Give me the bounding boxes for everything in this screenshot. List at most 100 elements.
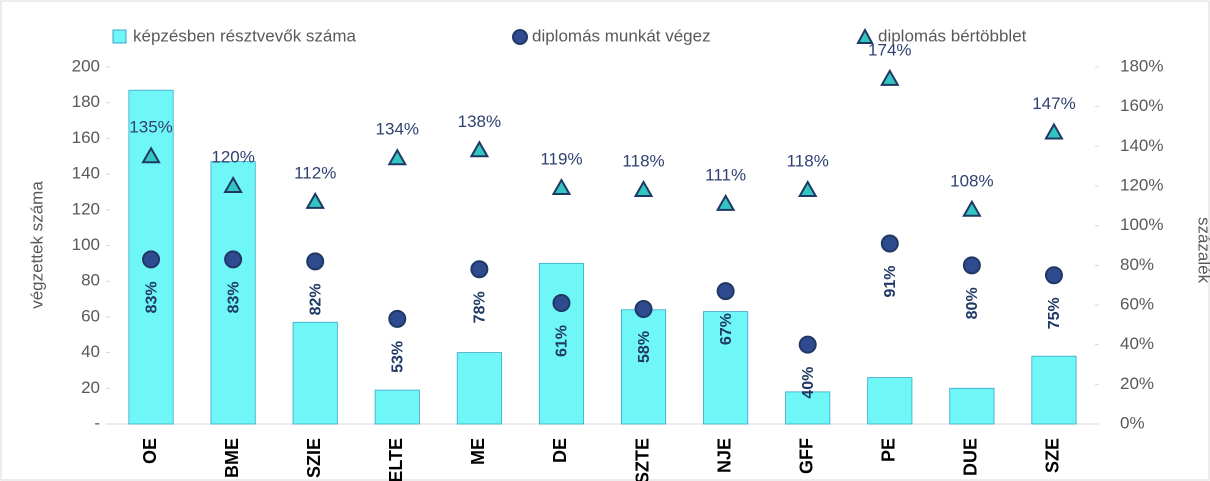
y2-tick-label: 140% bbox=[1120, 136, 1163, 155]
triangle bbox=[715, 193, 736, 211]
x-tick-label: ME bbox=[468, 438, 488, 465]
x-tick-label: SZTE bbox=[632, 438, 652, 481]
x-tick-label: BME bbox=[222, 438, 242, 478]
dot-label: 40% bbox=[800, 367, 817, 399]
dot-label: 67% bbox=[718, 313, 735, 345]
x-tick-label: DE bbox=[550, 438, 570, 463]
dot bbox=[1044, 266, 1063, 285]
dot bbox=[306, 252, 325, 271]
dot bbox=[388, 309, 407, 328]
dot-label: 61% bbox=[554, 325, 571, 357]
legend-label: képzésben résztvevők száma bbox=[133, 26, 357, 45]
x-tick-label: SZE bbox=[1043, 438, 1063, 473]
legend-swatch bbox=[512, 29, 528, 45]
dot-label: 83% bbox=[143, 281, 160, 313]
y2-tick-label: 160% bbox=[1120, 96, 1163, 115]
legend-swatch bbox=[112, 29, 127, 44]
dot-label: 83% bbox=[225, 281, 242, 313]
triangle bbox=[1044, 122, 1064, 140]
triangle-label: 111% bbox=[705, 165, 746, 184]
x-tick-label: GFF bbox=[796, 438, 816, 474]
triangle bbox=[962, 199, 982, 217]
dot bbox=[798, 335, 817, 354]
triangle-label: 118% bbox=[622, 151, 664, 170]
triangle bbox=[141, 146, 161, 164]
triangle bbox=[551, 177, 572, 195]
y-tick-label: 160 bbox=[72, 128, 100, 147]
y-tick-label: 200 bbox=[72, 56, 100, 75]
bar bbox=[703, 311, 749, 425]
y2-tick-label: 0% bbox=[1120, 413, 1145, 432]
triangle bbox=[387, 148, 408, 166]
dot-label: 91% bbox=[882, 266, 899, 298]
dot-label: 80% bbox=[964, 287, 981, 319]
triangle-label: 108% bbox=[950, 171, 993, 190]
dot bbox=[142, 250, 161, 269]
y-tick-label: 40 bbox=[81, 342, 100, 361]
x-tick-label: SZIE bbox=[304, 438, 324, 478]
x-tick-label: PE bbox=[879, 438, 899, 462]
dot bbox=[716, 282, 735, 301]
y2-tick-label: 100% bbox=[1120, 215, 1163, 234]
bar bbox=[949, 387, 995, 425]
dot bbox=[880, 234, 899, 253]
triangle bbox=[633, 179, 654, 197]
triangle-label: 138% bbox=[458, 112, 501, 131]
x-tick-label: ELTE bbox=[386, 438, 406, 481]
bar bbox=[292, 321, 338, 425]
bar bbox=[1031, 355, 1077, 425]
bar bbox=[210, 161, 256, 425]
y-tick-label: 180 bbox=[72, 92, 100, 111]
triangle bbox=[880, 68, 900, 86]
bar bbox=[620, 309, 667, 425]
y-tick-label: 20 bbox=[81, 378, 100, 397]
y-tick-label: - bbox=[94, 413, 100, 432]
y2-tick-label: 180% bbox=[1120, 56, 1163, 75]
y-tick-label: 80 bbox=[81, 271, 100, 290]
triangle-label: 120% bbox=[211, 147, 254, 166]
dot bbox=[224, 250, 243, 269]
triangle-label: 118% bbox=[787, 151, 829, 170]
dot-label: 82% bbox=[307, 283, 324, 315]
y2-axis-label: százalék bbox=[1195, 217, 1210, 284]
dot-label: 75% bbox=[1046, 297, 1063, 329]
y2-tick-label: 20% bbox=[1120, 374, 1154, 393]
triangle bbox=[797, 179, 818, 197]
y-tick-label: 140 bbox=[72, 164, 100, 183]
dot-label: 53% bbox=[390, 341, 407, 373]
y2-tick-label: 80% bbox=[1120, 255, 1154, 274]
legend-label: diplomás bértöbblet bbox=[878, 26, 1027, 45]
dot-label: 58% bbox=[636, 331, 653, 363]
bar bbox=[867, 377, 913, 425]
dot bbox=[962, 256, 981, 275]
triangle-label: 134% bbox=[376, 120, 419, 139]
y2-tick-label: 120% bbox=[1120, 175, 1163, 194]
y-tick-label: 100 bbox=[72, 235, 100, 254]
y-axis-label: végzettek száma bbox=[27, 181, 46, 309]
x-tick-label: DUE bbox=[961, 438, 981, 476]
triangle-label: 147% bbox=[1032, 94, 1075, 113]
y-tick-label: 60 bbox=[81, 306, 100, 325]
y-tick-label: 120 bbox=[72, 199, 100, 218]
bar bbox=[538, 262, 585, 425]
y2-tick-label: 60% bbox=[1120, 294, 1154, 313]
dot bbox=[634, 299, 653, 318]
x-tick-label: OE bbox=[140, 438, 160, 464]
triangle-label: 119% bbox=[540, 149, 582, 168]
legend-label: diplomás munkát végez bbox=[532, 26, 711, 45]
triangle-label: 135% bbox=[129, 118, 172, 137]
dot-label: 78% bbox=[472, 291, 489, 323]
bar bbox=[374, 389, 420, 425]
dot bbox=[470, 260, 489, 279]
legend-swatch bbox=[856, 27, 874, 44]
x-tick-label: NJE bbox=[714, 438, 734, 473]
triangle bbox=[223, 175, 243, 193]
bar bbox=[456, 352, 502, 425]
bar bbox=[785, 391, 831, 425]
dot bbox=[552, 294, 571, 313]
triangle bbox=[469, 140, 490, 158]
y2-tick-label: 40% bbox=[1120, 334, 1154, 353]
triangle-label: 112% bbox=[294, 163, 336, 182]
